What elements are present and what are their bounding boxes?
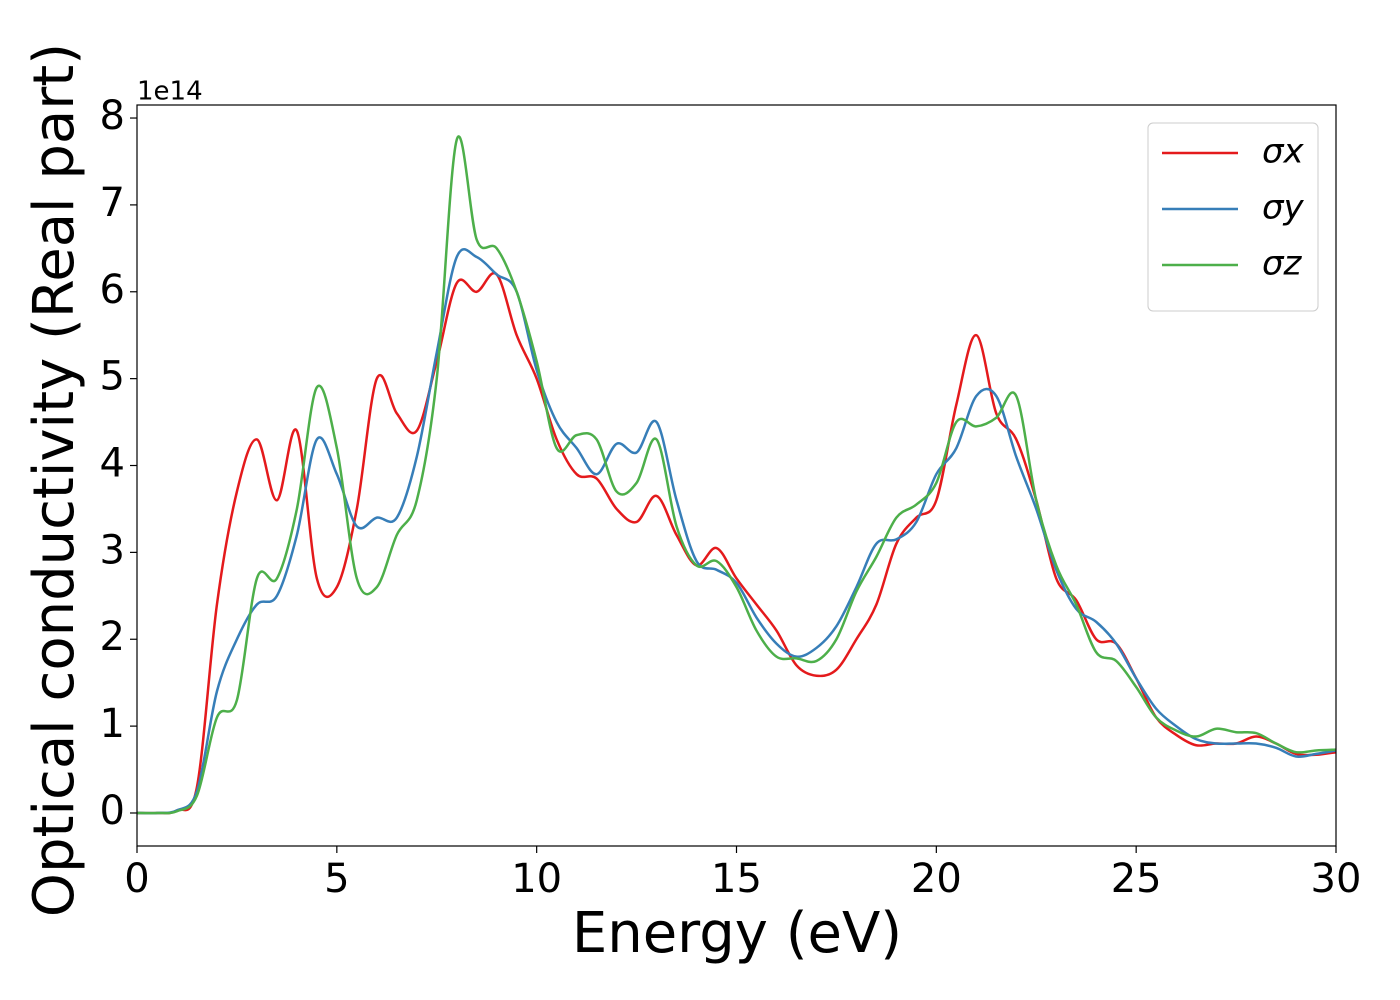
x-tick-label: 15 [711, 856, 762, 902]
plot-frame [136, 104, 1337, 847]
y-tick-label: 2 [100, 614, 125, 660]
legend-label: σx [1262, 132, 1305, 172]
x-tick-label: 20 [911, 856, 962, 902]
y-tick-label: 3 [100, 527, 125, 573]
legend-label: σy [1262, 188, 1305, 228]
x-tick-label: 5 [324, 856, 349, 902]
offset-label: 1e14 [137, 77, 203, 107]
y-tick-label: 5 [100, 354, 125, 400]
x-tick-label: 30 [1311, 856, 1362, 902]
x-tick-label: 25 [1111, 856, 1162, 902]
x-axis-label: Energy (eV) [572, 901, 902, 966]
y-axis-label: Optical conductivity (Real part) [22, 43, 87, 917]
x-tick-label: 10 [511, 856, 562, 902]
y-tick-label: 8 [100, 93, 125, 139]
y-tick-label: 6 [100, 267, 125, 313]
y-tick-label: 1 [100, 701, 125, 747]
legend-label: σz [1262, 244, 1303, 284]
series-line [137, 271, 1336, 815]
y-tick-label: 4 [100, 441, 125, 487]
y-tick-label: 7 [100, 180, 125, 226]
series-line [137, 135, 1336, 815]
y-tick-label: 0 [100, 788, 125, 834]
series-line [137, 248, 1336, 815]
x-tick-label: 0 [124, 856, 149, 902]
